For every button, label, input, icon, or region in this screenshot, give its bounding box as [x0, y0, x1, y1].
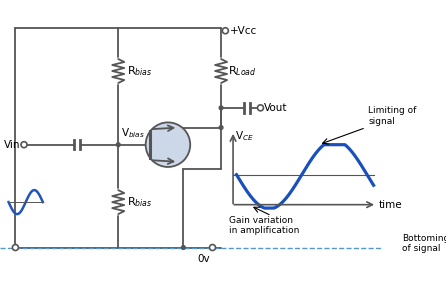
Circle shape — [21, 142, 27, 148]
Circle shape — [223, 28, 228, 34]
Text: R$_{bias}$: R$_{bias}$ — [127, 64, 153, 78]
Circle shape — [182, 246, 185, 249]
Text: Vin: Vin — [4, 140, 21, 150]
Text: time: time — [379, 200, 402, 210]
Circle shape — [210, 244, 215, 250]
Circle shape — [12, 244, 18, 250]
Text: Vout: Vout — [264, 103, 287, 113]
Text: 0v: 0v — [198, 254, 210, 263]
Text: Bottoming
of signal: Bottoming of signal — [402, 234, 446, 253]
Text: V$_{bias}$: V$_{bias}$ — [121, 126, 145, 140]
Circle shape — [257, 105, 264, 111]
Circle shape — [219, 126, 223, 129]
Text: Gain variation
in amplification: Gain variation in amplification — [229, 216, 299, 235]
Circle shape — [146, 122, 190, 167]
Text: R$_{bias}$: R$_{bias}$ — [127, 195, 153, 209]
Text: R$_{Load}$: R$_{Load}$ — [228, 64, 256, 78]
Circle shape — [219, 106, 223, 110]
Circle shape — [116, 143, 120, 147]
Text: Limiting of
signal: Limiting of signal — [368, 106, 417, 126]
Text: +Vcc: +Vcc — [230, 26, 257, 36]
Text: V$_{CE}$: V$_{CE}$ — [235, 129, 254, 143]
